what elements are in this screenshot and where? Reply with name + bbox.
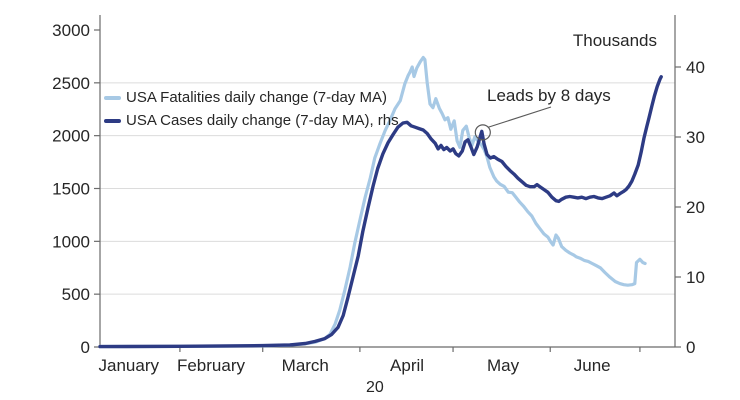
left-axis-tick-label: 500 [62,285,90,304]
cases-line-swatch [104,118,121,123]
x-axis-month-label: June [574,356,611,375]
right-axis-tick-label: 20 [686,198,705,217]
legend-label-fatalities: USA Fatalities daily change (7-day MA) [126,89,387,106]
left-axis-tick-label: 0 [81,338,90,357]
left-axis-tick-label: 3000 [52,21,90,40]
legend-label-cases: USA Cases daily change (7-day MA), rhs [126,112,399,129]
chart-legend: USA Fatalities daily change (7-day MA) U… [104,86,399,132]
annotation-circle [474,124,491,141]
x-axis-month-label: March [282,356,329,375]
left-axis-tick-label: 1500 [52,180,90,199]
right-axis-title: Thousands [572,31,657,50]
annotation-pointer-line [487,106,552,128]
annotation-label: Leads by 8 days [487,86,611,105]
x-axis-year-label: 20 [366,379,384,396]
left-axis-tick-label: 1000 [52,232,90,251]
x-axis-month-label: April [390,356,424,375]
fatalities-line-swatch [104,95,121,100]
legend-item-cases: USA Cases daily change (7-day MA), rhs [104,109,399,132]
right-axis-tick-label: 40 [686,58,705,77]
x-axis-month-label: February [177,356,246,375]
left-axis-tick-label: 2000 [52,127,90,146]
left-axis-tick-label: 2500 [52,74,90,93]
right-axis-tick-label: 30 [686,128,705,147]
right-axis-tick-label: 10 [686,268,705,287]
x-axis-month-label: May [487,356,520,375]
right-axis-tick-label: 0 [686,338,695,357]
cases-line [98,75,663,349]
legend-item-fatalities: USA Fatalities daily change (7-day MA) [104,86,399,109]
x-axis-month-label: January [99,356,160,375]
